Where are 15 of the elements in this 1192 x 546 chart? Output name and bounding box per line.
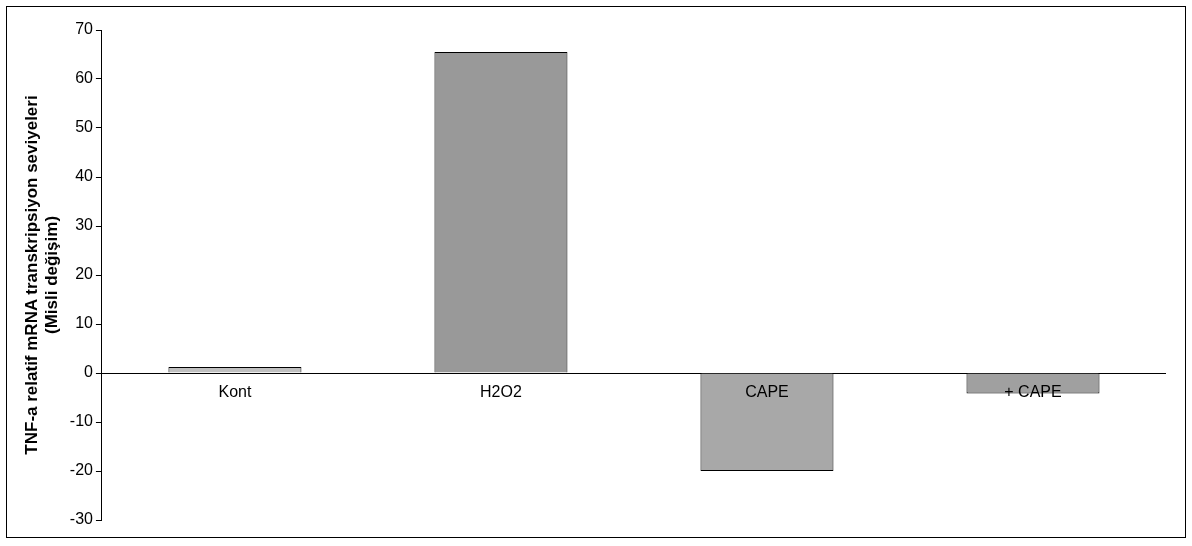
- y-tick-label: -30: [69, 510, 94, 528]
- x-tick-label: CAPE: [745, 383, 789, 401]
- x-tick-label: H2O2: [480, 383, 522, 401]
- y-tick-label: 70: [75, 20, 94, 38]
- y-tick-label: 30: [75, 216, 94, 234]
- y-tick-label: 50: [75, 118, 94, 136]
- y-tick-label: -10: [69, 412, 94, 430]
- y-tick-label: 40: [75, 167, 94, 185]
- y-tick-label: 20: [75, 265, 94, 283]
- y-axis-title: TNF-a relatif mRNA transkripsiyon seviyeleri (Misli değişim): [21, 95, 62, 455]
- y-tick-label: 0: [84, 363, 94, 381]
- y-tick-label: 60: [75, 69, 94, 87]
- y-tick-label: -20: [69, 461, 94, 479]
- y-tick-label: 10: [75, 314, 94, 332]
- x-tick-label: Kont: [218, 383, 252, 401]
